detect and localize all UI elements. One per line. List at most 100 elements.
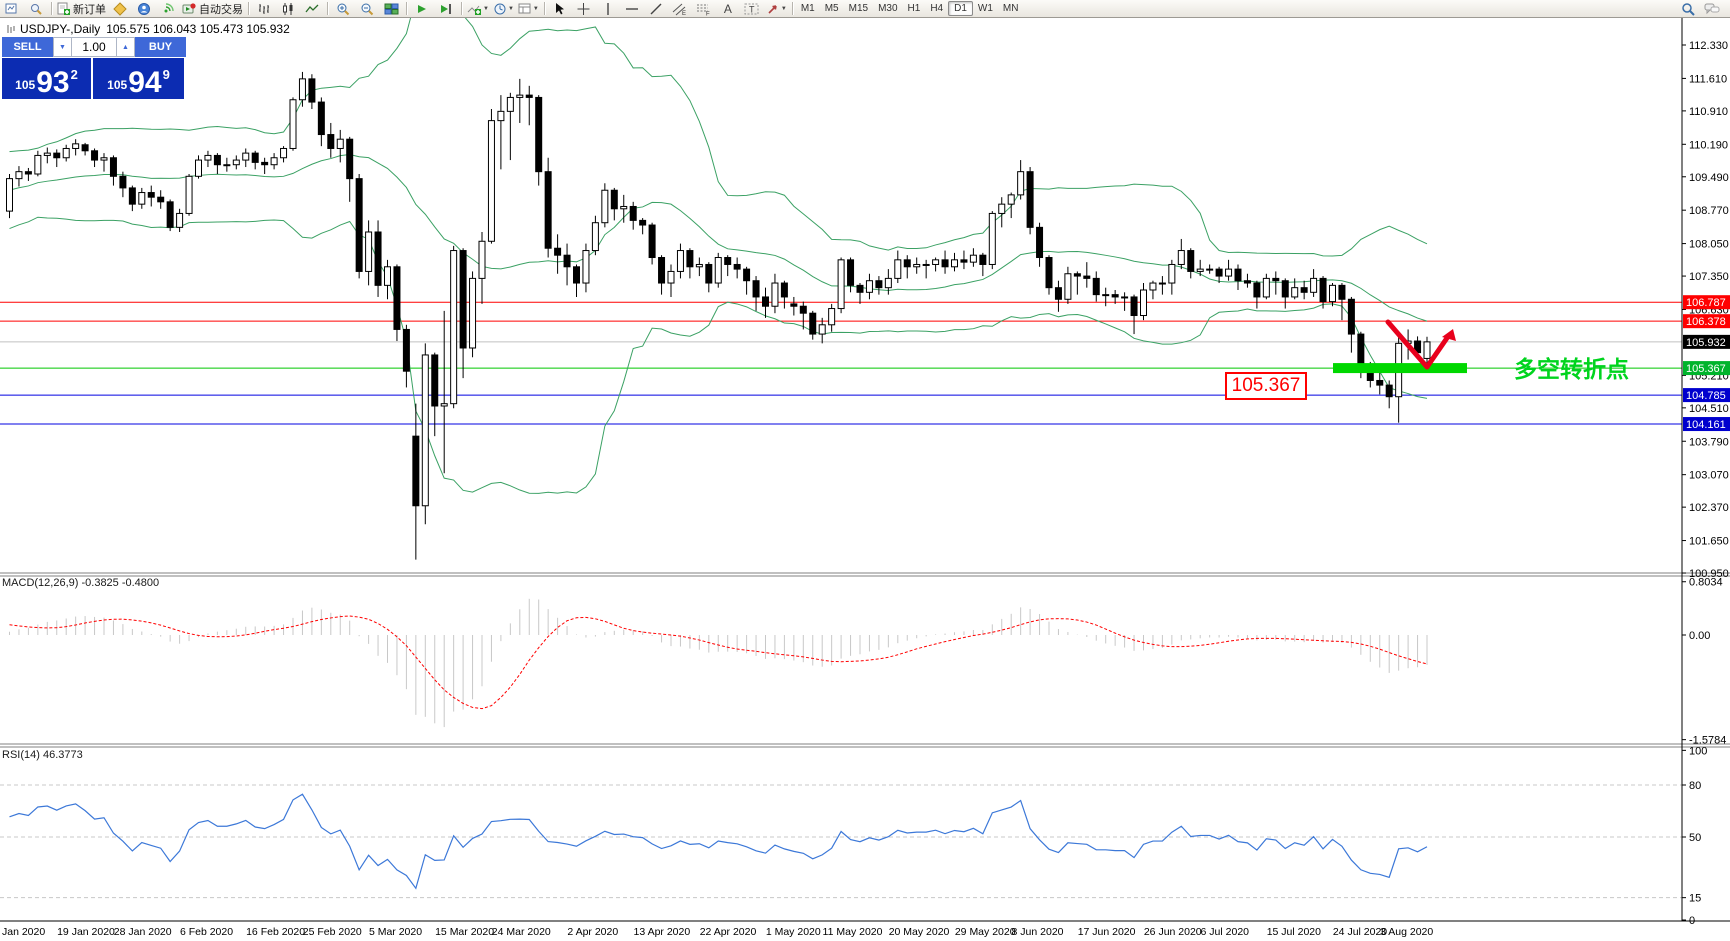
crosshair-icon[interactable]	[572, 1, 596, 16]
text-icon[interactable]: A	[723, 1, 732, 16]
one-click-trading-panel: SELL ▼ 1.00 ▲ BUY 105 93 2 105 94 9	[2, 37, 186, 99]
candle-body	[951, 259, 958, 268]
axis-tick-label: 15	[1689, 893, 1701, 905]
rsi-line	[9, 793, 1428, 890]
fibo-letter: F	[706, 11, 710, 16]
date-axis-label: 20 May 2020	[889, 926, 950, 938]
equidistant-channel-icon[interactable]: E	[668, 1, 692, 16]
candle-body	[969, 254, 977, 263]
buy-price-figure: 105	[107, 78, 128, 92]
axis-tick-label: 100	[1689, 745, 1707, 757]
timeframe-button-M15[interactable]: M15	[848, 3, 869, 14]
indicators-icon[interactable]: ▼	[465, 1, 491, 16]
profiles-icon[interactable]	[24, 1, 48, 16]
metaeditor-icon[interactable]	[108, 1, 132, 16]
chart-shift-icon[interactable]	[434, 1, 458, 16]
signals-icon[interactable]	[156, 1, 180, 16]
candle-body	[402, 328, 410, 372]
candle-body	[780, 282, 788, 298]
candle-body	[346, 138, 354, 180]
macd-indicator-label: MACD(12,26,9) -0.3825 -0.4800	[2, 577, 159, 589]
sell-price-box[interactable]: 105 93 2	[2, 58, 93, 99]
autotrading-button[interactable]: 自动交易	[180, 1, 245, 16]
timeframe-button-W1[interactable]: W1	[977, 3, 993, 14]
candlestick-chart-icon[interactable]	[276, 1, 300, 16]
volume-decrease-button[interactable]: ▼	[53, 37, 72, 57]
candle-body	[1253, 282, 1261, 298]
timeframe-button-D1[interactable]: D1	[948, 1, 973, 16]
vertical-line-icon[interactable]	[596, 1, 620, 16]
templates-icon[interactable]: ▼	[516, 1, 541, 16]
search-icon[interactable]	[1676, 1, 1700, 16]
periods-icon[interactable]: ▼	[491, 1, 516, 16]
chart-canvas[interactable]: 112.330 111.610 110.910 110.190 109.490 108.7…	[0, 17, 1730, 941]
community-icon[interactable]	[132, 1, 156, 16]
candle-body	[837, 259, 845, 310]
candle-body	[459, 250, 467, 349]
new-order-button[interactable]: 新订单	[55, 1, 108, 16]
candle-body	[695, 263, 703, 268]
candle-body	[554, 247, 562, 256]
axis-tick-label: 108.770	[1689, 205, 1729, 217]
timeframe-button-MN[interactable]: MN	[1002, 3, 1019, 14]
volume-input[interactable]: 1.00	[72, 37, 116, 57]
date-axis-label: 17 Jun 2020	[1078, 926, 1136, 938]
timeframe-button-M30[interactable]: M30	[878, 3, 898, 14]
candle-body	[724, 257, 732, 265]
reversal-note-text[interactable]: 多空转折点	[1514, 356, 1629, 382]
line-chart-icon[interactable]	[300, 1, 324, 16]
candle-body	[658, 257, 666, 284]
zoom-out-icon[interactable]	[355, 1, 379, 16]
chart-window[interactable]: 112.330 111.610 110.910 110.190 109.490 108.7…	[0, 17, 1730, 941]
chart-title: USDJPY-,Daily 105.575 106.043 105.473 10…	[6, 22, 290, 36]
timeframe-button-H1[interactable]: H1	[907, 3, 921, 14]
candle-body	[43, 152, 51, 156]
fibonacci-icon[interactable]: F	[692, 1, 716, 16]
zoom-in-icon[interactable]	[331, 1, 355, 16]
candle-body	[251, 152, 259, 163]
timeframe-button-M1[interactable]: M1	[800, 3, 815, 14]
timeframe-button-M5[interactable]: M5	[824, 3, 839, 14]
price-level-label-box[interactable]: 105.367	[1225, 372, 1307, 400]
candle-body	[932, 259, 940, 265]
candle-body	[875, 280, 883, 289]
candle-body	[1054, 287, 1062, 300]
candle-body	[771, 282, 779, 307]
text-label-icon[interactable]: T	[740, 1, 764, 16]
macd-values: -0.3825 -0.4800	[81, 577, 160, 589]
bar-chart-icon[interactable]	[252, 1, 276, 16]
reversal-arrow[interactable]	[1385, 319, 1450, 370]
chat-icon[interactable]	[1700, 1, 1724, 16]
timeframe-toolbar: M1 M5 M15 M30 H1 H4 D1 W1 MN	[796, 0, 1024, 17]
chart-symbol-icon	[7, 25, 15, 33]
arrows-tool-icon[interactable]: ▼	[764, 1, 789, 16]
cursor-icon[interactable]	[548, 1, 572, 16]
indicator-line	[9, 17, 1428, 257]
support-zone-bar[interactable]	[1333, 363, 1467, 374]
date-axis-label: 2 Apr 2020	[567, 926, 618, 938]
candle-body	[1036, 226, 1044, 259]
horizontal-line-icon[interactable]	[620, 1, 644, 16]
timeframe-button-H4[interactable]: H4	[930, 3, 944, 14]
candle-body	[1300, 287, 1308, 293]
volume-increase-button[interactable]: ▲	[116, 37, 135, 57]
date-axis-label: 11 May 2020	[823, 926, 883, 938]
buy-price-box[interactable]: 105 94 9	[93, 58, 184, 99]
candle-body	[648, 224, 656, 259]
candle-body	[591, 222, 599, 252]
buy-button[interactable]: BUY	[135, 37, 186, 57]
new-chart-icon[interactable]	[0, 1, 24, 16]
sell-button[interactable]: SELL	[2, 37, 53, 57]
candle-body	[847, 259, 855, 286]
date-axis-label: 25 Feb 2020	[303, 926, 362, 938]
axis-tick-label: 104.510	[1689, 403, 1729, 415]
tile-windows-icon[interactable]	[379, 1, 403, 16]
trendline-icon[interactable]	[644, 1, 668, 16]
auto-scroll-icon[interactable]	[410, 1, 434, 16]
axis-tick-label: 104.161	[1686, 419, 1726, 431]
candle-body	[1026, 171, 1034, 228]
candle-body	[1102, 294, 1110, 297]
candle-body	[1329, 284, 1336, 303]
axis-tick-label: 100.950	[1689, 568, 1729, 580]
main-toolbar: 新订单 自动交易	[0, 0, 1730, 18]
